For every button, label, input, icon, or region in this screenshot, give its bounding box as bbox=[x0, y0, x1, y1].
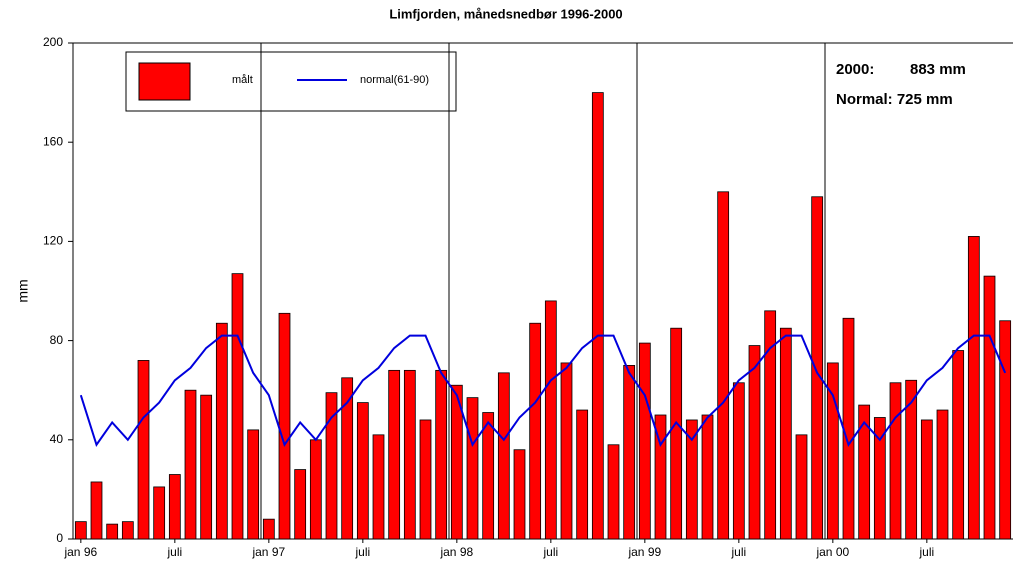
bar bbox=[764, 310, 777, 540]
bar bbox=[231, 273, 244, 540]
bar bbox=[215, 322, 228, 540]
bar bbox=[811, 196, 824, 540]
bar bbox=[670, 327, 683, 540]
x-tick-label: jan 98 bbox=[439, 545, 473, 559]
bar bbox=[889, 382, 902, 540]
bar bbox=[826, 362, 839, 540]
bar bbox=[262, 518, 275, 540]
bar bbox=[200, 394, 213, 540]
bar bbox=[795, 434, 808, 540]
x-tick-label: jan 96 bbox=[63, 545, 97, 559]
bar bbox=[873, 417, 886, 540]
bar bbox=[983, 275, 996, 540]
bar bbox=[717, 191, 730, 540]
bar bbox=[685, 419, 698, 540]
bar bbox=[497, 372, 510, 540]
y-tick-label: 200 bbox=[43, 35, 63, 49]
bar bbox=[654, 414, 667, 540]
bar bbox=[560, 362, 573, 540]
bar bbox=[419, 419, 432, 540]
bar bbox=[388, 369, 401, 540]
bar bbox=[967, 236, 980, 540]
bar bbox=[623, 364, 636, 540]
legend-label: målt bbox=[232, 74, 253, 86]
bar bbox=[482, 412, 495, 540]
bar bbox=[294, 469, 307, 540]
y-axis-label: mm bbox=[15, 279, 31, 302]
bar bbox=[278, 312, 291, 540]
y-tick-label: 160 bbox=[43, 134, 63, 148]
annotation: Normal: 725 mm bbox=[836, 91, 953, 108]
bar bbox=[435, 369, 448, 540]
annotation: 883 mm bbox=[910, 61, 966, 78]
bar bbox=[168, 474, 181, 540]
annotation: 2000: bbox=[836, 61, 874, 78]
x-tick-label: juli bbox=[918, 545, 934, 559]
bar bbox=[341, 377, 354, 540]
y-tick-label: 120 bbox=[43, 234, 63, 248]
bar bbox=[513, 449, 526, 540]
bar bbox=[842, 317, 855, 540]
bar bbox=[858, 404, 871, 540]
bar bbox=[325, 392, 338, 540]
y-tick-label: 80 bbox=[50, 333, 64, 347]
x-tick-label: juli bbox=[542, 545, 558, 559]
bar bbox=[544, 300, 557, 540]
bar bbox=[450, 384, 463, 540]
bar bbox=[106, 523, 119, 540]
bar bbox=[466, 397, 479, 540]
bar bbox=[607, 444, 620, 540]
bar bbox=[247, 429, 260, 540]
x-tick-label: juli bbox=[730, 545, 746, 559]
bar bbox=[638, 342, 651, 540]
bar bbox=[356, 402, 369, 540]
x-tick-label: juli bbox=[354, 545, 370, 559]
x-tick-label: jan 00 bbox=[815, 545, 849, 559]
bar bbox=[184, 389, 197, 540]
bar bbox=[748, 345, 761, 540]
bar bbox=[153, 486, 166, 540]
bar bbox=[936, 409, 949, 540]
bar bbox=[576, 409, 589, 540]
bar bbox=[372, 434, 385, 540]
bar bbox=[952, 350, 965, 540]
bar bbox=[309, 439, 322, 540]
bar bbox=[905, 379, 918, 540]
bar bbox=[701, 414, 714, 540]
bar bbox=[591, 92, 604, 540]
bar bbox=[137, 360, 150, 540]
bar bbox=[999, 320, 1012, 540]
x-tick-label: jan 99 bbox=[627, 545, 661, 559]
x-tick-label: jan 97 bbox=[251, 545, 285, 559]
y-tick-label: 40 bbox=[50, 432, 64, 446]
bar bbox=[529, 322, 542, 540]
legend-label: normal(61-90) bbox=[360, 74, 429, 86]
bar bbox=[920, 419, 933, 540]
bar bbox=[779, 327, 792, 540]
y-tick-label: 0 bbox=[56, 531, 63, 545]
line bbox=[79, 334, 1007, 447]
bar bbox=[732, 382, 745, 540]
bar bbox=[121, 521, 134, 540]
bar bbox=[403, 369, 416, 540]
x-tick-label: juli bbox=[166, 545, 182, 559]
legend-swatch bbox=[138, 62, 191, 101]
bar bbox=[74, 521, 87, 540]
chart-title: Limfjorden, månedsnedbør 1996-2000 bbox=[389, 6, 622, 21]
bar bbox=[90, 481, 103, 540]
